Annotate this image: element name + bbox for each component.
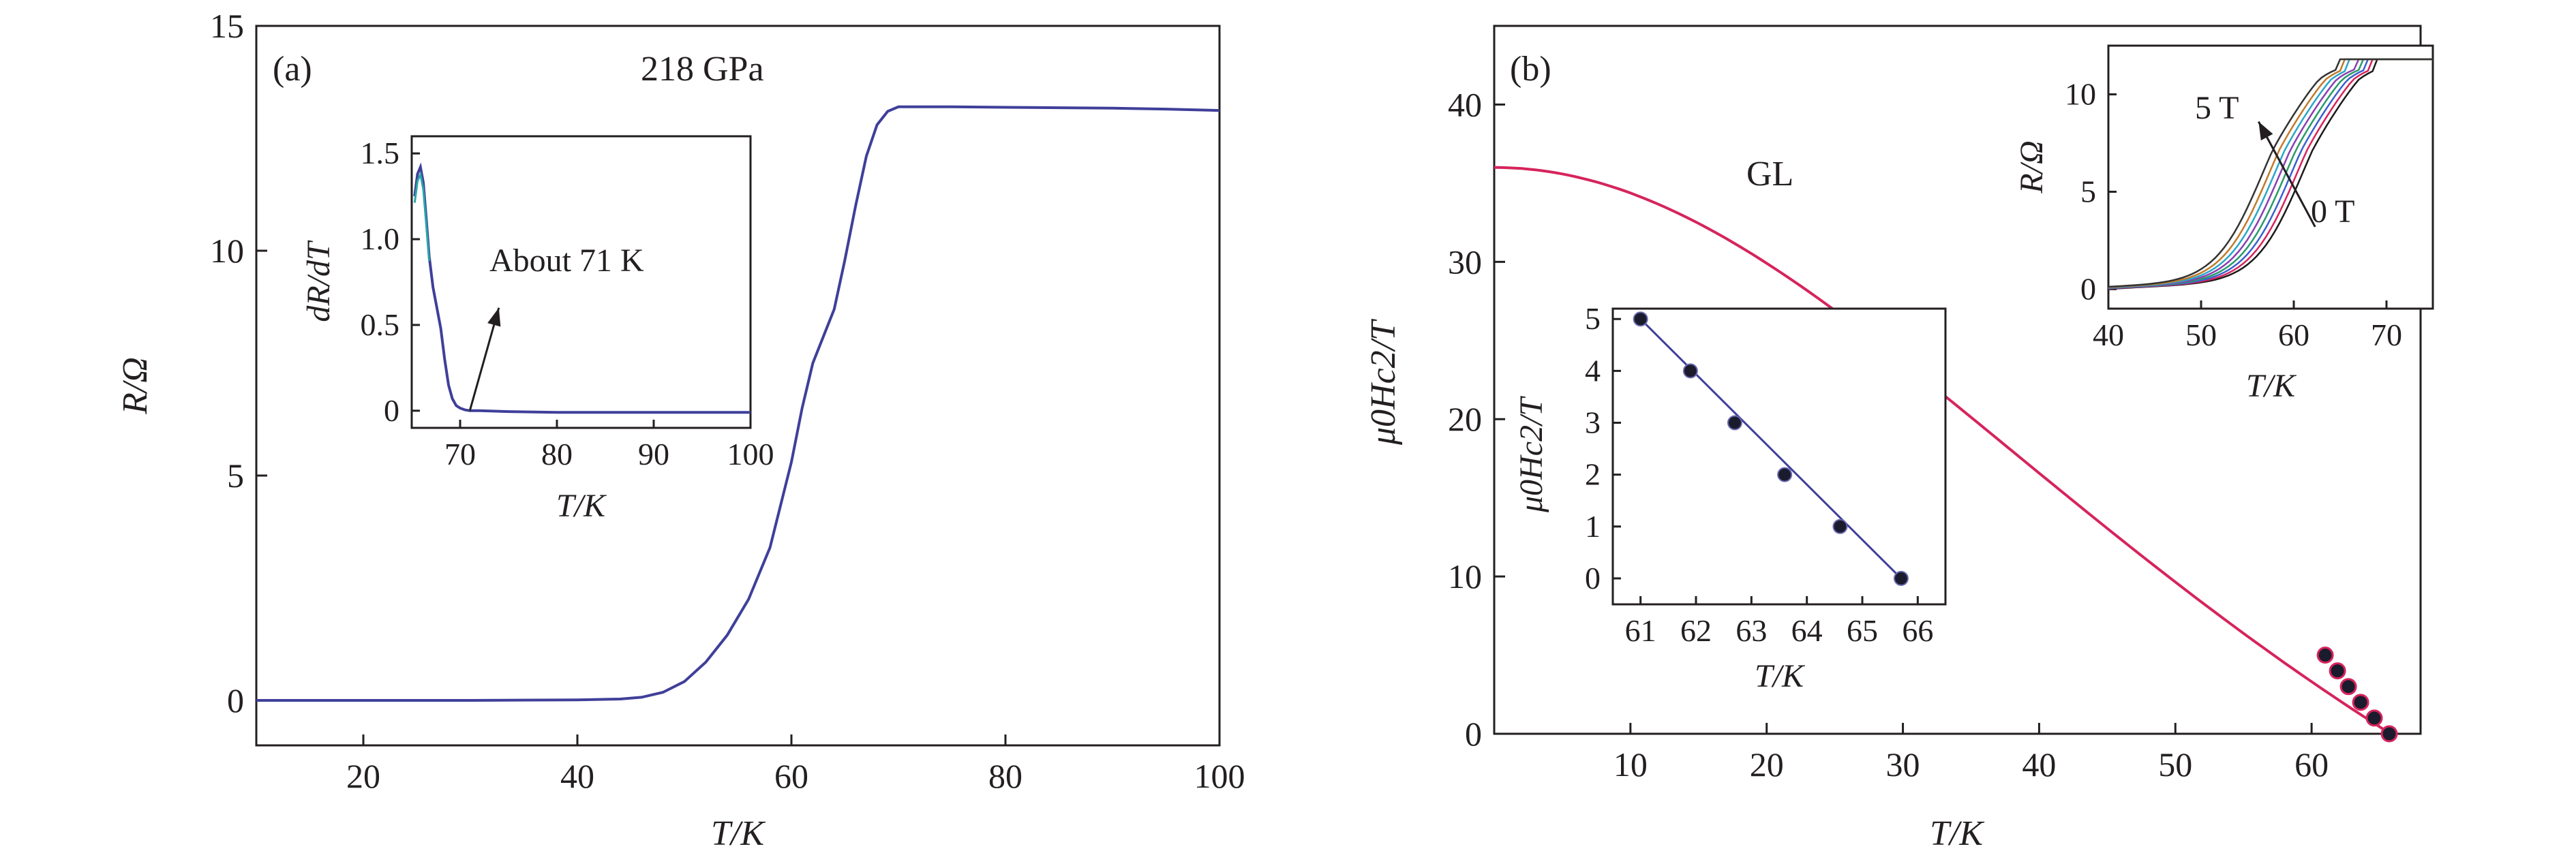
panel-a-pressure-annotation: 218 GPa <box>641 50 764 89</box>
panel-a-resistance-curve <box>256 105 1220 702</box>
panel-b-data-point <box>2316 647 2334 664</box>
inset-b2-y-tick-label: 5 <box>2080 174 2096 208</box>
panel-b-label: (b) <box>1510 50 1551 89</box>
inset-a-arrowhead <box>487 307 501 327</box>
inset-b2-high-field-label: 5 T <box>2195 90 2239 126</box>
inset-b1-x-tick-label: 61 <box>1625 613 1656 648</box>
inset-b1-data-point <box>1893 570 1909 586</box>
inset-a-derivative-curve-secondary <box>413 170 431 262</box>
panel-a-frame <box>255 25 1221 747</box>
inset-b2-y-tick-label: 0 <box>2080 271 2096 306</box>
inset-b2-x-tick-label: 40 <box>2093 317 2124 352</box>
inset-a-frame <box>410 135 752 429</box>
panel-b-y-tick-label: 20 <box>1448 400 1482 438</box>
inset-b1-data-point <box>1777 467 1793 482</box>
inset-a-x-tick-label: 100 <box>727 437 774 471</box>
panel-a-y-tick-label: 5 <box>227 456 244 495</box>
inset-b1-y-tick-label: 3 <box>1585 405 1601 440</box>
inset-b2-curve <box>2108 58 2433 288</box>
inset-b2-low-field-label: 0 T <box>2311 193 2354 230</box>
inset-b1-y-tick-label: 5 <box>1585 301 1601 336</box>
inset-b2-field-arrow <box>2257 121 2316 228</box>
panel-b-resistance-inset: 40 50 60 70 0 5 10 5 T 0 T T/K R/Ω <box>2014 44 2434 404</box>
inset-b1-data-point <box>1832 518 1848 534</box>
inset-b2-x-tick-label: 70 <box>2371 317 2402 352</box>
panel-a-x-axis-title: T/K <box>711 814 766 853</box>
inset-a-x-tick-label: 80 <box>541 437 573 471</box>
inset-a-x-tick-label: 70 <box>444 437 476 471</box>
inset-b1-x-tick-label: 66 <box>1902 613 1933 648</box>
panel-a-y-tick-label: 10 <box>210 232 244 270</box>
panel-b-x-tick-label: 10 <box>1613 745 1648 784</box>
inset-a-x-axis-title: T/K <box>556 488 607 524</box>
inset-a-x-tick-label: 90 <box>638 437 669 471</box>
inset-b2-x-tick-label: 50 <box>2185 317 2217 352</box>
inset-b2-x-tick-label: 60 <box>2278 317 2309 352</box>
panel-b-frame <box>1493 25 2422 735</box>
inset-a-arrow <box>468 307 500 412</box>
inset-a-y-tick-label: 0 <box>384 393 399 428</box>
panel-b-x-tick-label: 40 <box>2022 745 2056 784</box>
panel-a-y-tick-label: 15 <box>210 7 244 45</box>
inset-b1-y-axis-title: μ0Hc2/T <box>1513 396 1549 513</box>
panel-b-x-tick-label: 60 <box>2294 745 2329 784</box>
inset-b1-x-tick-label: 63 <box>1736 613 1767 648</box>
inset-b1-y-tick-label: 2 <box>1585 457 1601 492</box>
panel-b-data-point <box>2329 662 2346 680</box>
inset-a-y-axis-title: dR/dT <box>301 240 337 322</box>
inset-a-y-tick-label: 0.5 <box>361 307 400 342</box>
inset-b1-data-point <box>1633 311 1648 327</box>
panel-a-x-tick-label: 20 <box>346 757 380 795</box>
panel-b-data-point <box>2339 678 2357 696</box>
inset-b1-data-point <box>1682 363 1698 379</box>
panel-a-inset: 70 80 90 100 0 0.5 1.0 1.5 About 71 K T/K dR/d… <box>301 135 774 524</box>
inset-b2-frame <box>2107 44 2434 310</box>
panel-a-label: (a) <box>273 50 312 89</box>
inset-b2-y-tick-label: 10 <box>2065 76 2096 111</box>
inset-a-y-tick-label: 1.0 <box>361 221 400 256</box>
inset-b1-x-tick-label: 65 <box>1847 613 1878 648</box>
panel-b-y-tick-label: 40 <box>1448 85 1482 123</box>
inset-b1-x-tick-label: 64 <box>1791 613 1823 648</box>
panel-a: 20 40 60 80 100 0 5 10 15 (a) 218 GPa T/K R/Ω 7… <box>116 7 1245 853</box>
panel-b-x-tick-label: 20 <box>1750 745 1784 784</box>
inset-a-y-tick-label: 1.5 <box>361 136 400 170</box>
panel-a-y-tick-label: 0 <box>227 681 244 719</box>
panel-b-y-axis-title: μ0Hc2/T <box>1364 319 1403 446</box>
panel-a-x-tick-label: 60 <box>774 757 808 795</box>
panel-b-data-point <box>2365 709 2383 727</box>
inset-b1-x-axis-title: T/K <box>1755 658 1806 694</box>
inset-b2-x-axis-title: T/K <box>2246 368 2297 404</box>
inset-b1-y-tick-label: 0 <box>1585 561 1601 595</box>
inset-b1-fit-line <box>1639 318 1902 579</box>
panel-a-x-tick-label: 40 <box>560 757 594 795</box>
panel-a-x-tick-label: 100 <box>1194 757 1245 795</box>
panel-b-y-tick-label: 0 <box>1465 715 1482 753</box>
panel-b-data-point <box>2352 694 2369 711</box>
panel-b-linear-inset: 61 62 63 64 65 66 0 1 2 3 4 5 T/K μ0Hc2/T <box>1513 301 1947 694</box>
panel-a-x-tick-label: 80 <box>988 757 1022 795</box>
inset-b2-field-arrowhead <box>2258 121 2273 141</box>
panel-b-x-tick-label: 30 <box>1886 745 1920 784</box>
panel-b-x-tick-label: 50 <box>2158 745 2192 784</box>
panel-b-y-tick-label: 30 <box>1448 243 1482 281</box>
inset-b1-y-tick-label: 1 <box>1585 509 1601 544</box>
panel-a-y-axis-title: R/Ω <box>116 357 155 415</box>
panel-b-gl-label: GL <box>1746 155 1793 193</box>
inset-b1-x-tick-label: 62 <box>1680 613 1712 648</box>
panel-b-y-tick-label: 10 <box>1448 557 1482 595</box>
inset-b1-y-tick-label: 4 <box>1585 353 1601 388</box>
inset-b1-data-point <box>1727 415 1742 431</box>
panel-b-x-axis-title: T/K <box>1930 814 1984 853</box>
inset-a-arrow-annotation: About 71 K <box>489 243 644 279</box>
panel-b-data-point <box>2380 725 2398 743</box>
inset-b2-y-axis-title: R/Ω <box>2014 140 2050 193</box>
